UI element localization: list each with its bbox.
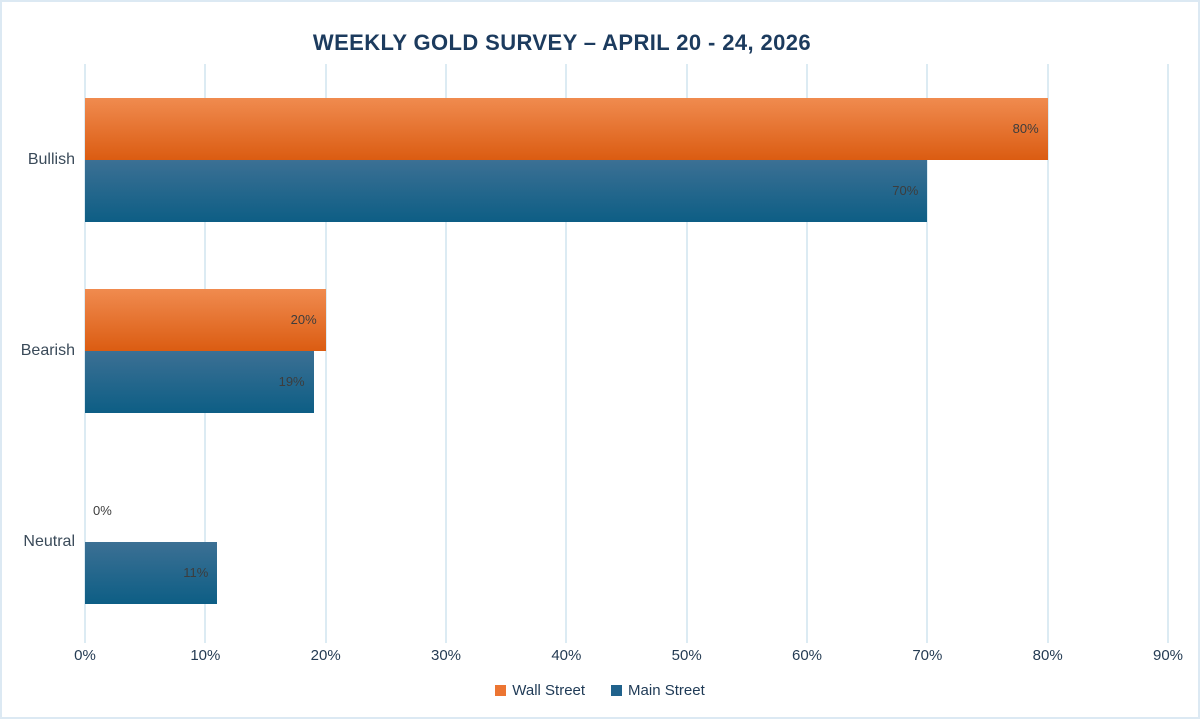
- bar-value-label: 11%: [183, 565, 209, 580]
- bar-wall-street: 80%: [85, 97, 1048, 160]
- x-axis-tick-label: 80%: [1032, 647, 1063, 664]
- x-axis-tick-label: 30%: [430, 647, 462, 664]
- x-axis-tick-label: 10%: [190, 647, 221, 664]
- chart-title: WEEKLY GOLD SURVEY – APRIL 20 - 24, 2026: [312, 30, 812, 55]
- bar-value-label: 19%: [278, 374, 305, 389]
- legend-swatch-icon: [611, 685, 623, 696]
- plot-area: 0% 10% 20% 30% 40% 50% 60% 70% 80% 90% Bullish 80% 7…: [21, 64, 1183, 664]
- legend-label: Main Street: [628, 682, 705, 699]
- x-axis-tick-label: 0%: [74, 647, 96, 664]
- bar-main-street: 19%: [85, 350, 314, 413]
- bar-value-label: 80%: [1012, 121, 1039, 136]
- gridline: [1046, 64, 1049, 643]
- category-label: Bearish: [20, 341, 75, 359]
- x-axis-tick-label: 70%: [912, 647, 943, 664]
- bar-value-label: 0%: [93, 502, 112, 518]
- gridline: [445, 64, 447, 643]
- category-label: Neutral: [23, 532, 75, 550]
- legend-item-wall-street: Wall Street: [495, 682, 585, 699]
- x-axis-tick-label: 60%: [791, 647, 823, 664]
- gridline: [324, 64, 327, 643]
- gridline: [565, 64, 568, 643]
- bar-main-street: 70%: [85, 159, 928, 222]
- bar-value-label: 20%: [290, 312, 317, 327]
- x-axis-tick-label: 90%: [1152, 647, 1184, 664]
- x-axis-tick-label: 20%: [310, 647, 341, 664]
- gridline: [806, 64, 808, 643]
- legend-label: Wall Street: [512, 682, 586, 699]
- x-axis-tick-label: 50%: [671, 647, 702, 664]
- bar-value-label: 70%: [892, 183, 919, 198]
- category-label: Bullish: [27, 150, 75, 168]
- x-axis-tick-label: 40%: [551, 647, 582, 664]
- bar-wall-street: 20%: [85, 288, 326, 351]
- legend: Wall Street Main Street: [2, 682, 1198, 699]
- legend-item-main-street: Main Street: [611, 682, 705, 699]
- gridline: [1167, 64, 1169, 643]
- bar-main-street: 11%: [85, 541, 218, 604]
- gridline: [685, 64, 688, 643]
- gridline: [926, 64, 929, 643]
- legend-swatch-icon: [495, 685, 507, 696]
